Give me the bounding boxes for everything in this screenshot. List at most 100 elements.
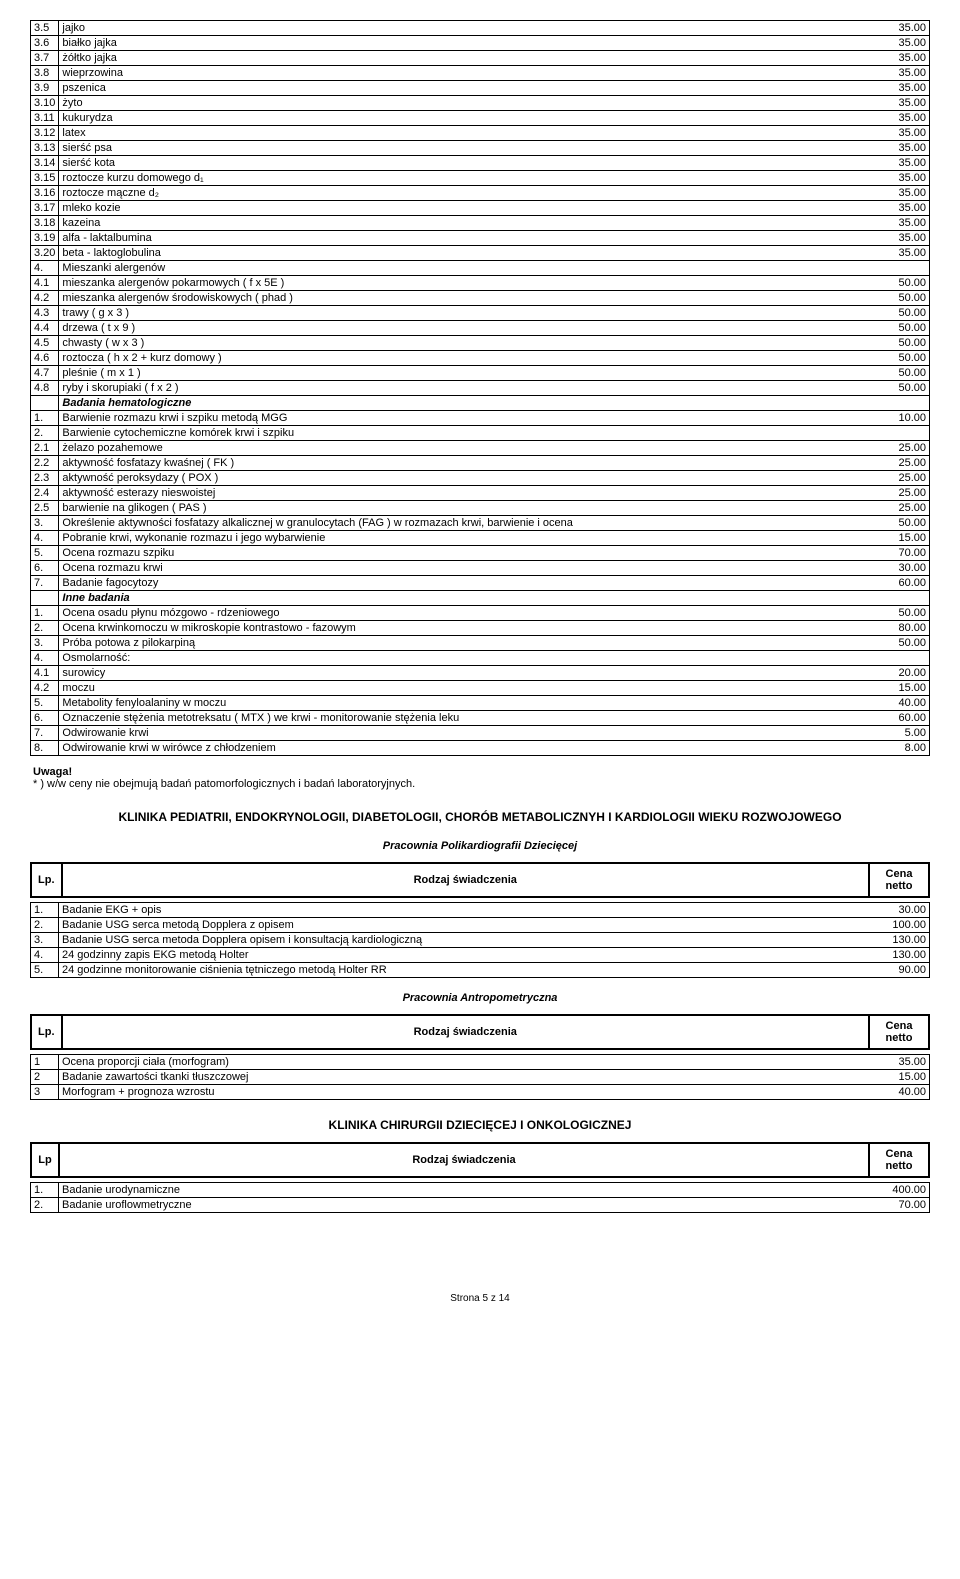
row-price: 20.00 (870, 666, 930, 681)
table-row: Badania hematologiczne (31, 396, 930, 411)
row-price: 30.00 (870, 903, 930, 918)
row-price: 15.00 (870, 681, 930, 696)
row-desc: aktywność esterazy nieswoistej (59, 486, 870, 501)
table-row: 3.7żółtko jajka35.00 (31, 51, 930, 66)
row-price (870, 651, 930, 666)
row-price: 130.00 (870, 948, 930, 963)
row-desc: kukurydza (59, 111, 870, 126)
row-number: 3 (31, 1085, 59, 1100)
row-price: 60.00 (870, 576, 930, 591)
table-row: 3.5jajko35.00 (31, 21, 930, 36)
row-desc: Ocena proporcji ciała (morfogram) (59, 1055, 870, 1070)
row-desc: 24 godzinne monitorowanie ciśnienia tętn… (59, 963, 870, 978)
row-price: 10.00 (870, 411, 930, 426)
table-row: 3.Określenie aktywności fosfatazy alkali… (31, 516, 930, 531)
table-row: 4.2moczu15.00 (31, 681, 930, 696)
table-row: 8.Odwirowanie krwi w wirówce z chłodzeni… (31, 741, 930, 756)
table-row: Inne badania (31, 591, 930, 606)
table-row: 3.10żyto35.00 (31, 96, 930, 111)
row-desc: Morfogram + prognoza wzrostu (59, 1085, 870, 1100)
row-number: 4.2 (31, 681, 59, 696)
table-row: 3.16roztocze mączne d₂35.00 (31, 186, 930, 201)
row-price: 35.00 (870, 126, 930, 141)
table-row: 7.Odwirowanie krwi5.00 (31, 726, 930, 741)
row-number: 4.1 (31, 666, 59, 681)
row-price: 25.00 (870, 471, 930, 486)
row-number: 3.18 (31, 216, 59, 231)
row-number: 3. (31, 933, 59, 948)
col-desc: Rodzaj świadczenia (62, 1015, 870, 1049)
row-price: 80.00 (870, 621, 930, 636)
row-number: 1. (31, 606, 59, 621)
row-desc: alfa - laktalbumina (59, 231, 870, 246)
row-number: 4.4 (31, 321, 59, 336)
header-table-3: Lp Rodzaj świadczenia Cena netto (30, 1142, 930, 1178)
row-desc: żyto (59, 96, 870, 111)
row-number: 3.5 (31, 21, 59, 36)
header-table-2: Lp. Rodzaj świadczenia Cena netto (30, 1014, 930, 1050)
row-price: 40.00 (870, 696, 930, 711)
row-price (870, 261, 930, 276)
row-number: 4.8 (31, 381, 59, 396)
table-row: 3.6białko jajka35.00 (31, 36, 930, 51)
row-desc: Badanie USG serca metodą Dopplera z opis… (59, 918, 870, 933)
row-desc: latex (59, 126, 870, 141)
row-price: 35.00 (870, 21, 930, 36)
table-row: 3.Próba potowa z pilokarpiną50.00 (31, 636, 930, 651)
price-table-1: 3.5jajko35.003.6białko jajka35.003.7żółt… (30, 20, 930, 756)
row-price: 100.00 (870, 918, 930, 933)
row-number: 3.17 (31, 201, 59, 216)
table-row: 4.2mieszanka alergenów środowiskowych ( … (31, 291, 930, 306)
table-row: 4.5chwasty ( w x 3 )50.00 (31, 336, 930, 351)
table-row: 2.Ocena krwinkomoczu w mikroskopie kontr… (31, 621, 930, 636)
row-desc: Badanie urodynamiczne (59, 1183, 870, 1198)
row-number: 1 (31, 1055, 59, 1070)
row-number: 2. (31, 426, 59, 441)
row-desc: Barwienie cytochemiczne komórek krwi i s… (59, 426, 870, 441)
row-desc: sierść kota (59, 156, 870, 171)
row-price: 25.00 (870, 441, 930, 456)
row-desc: chwasty ( w x 3 ) (59, 336, 870, 351)
table-row: 7.Badanie fagocytozy60.00 (31, 576, 930, 591)
row-desc: trawy ( g x 3 ) (59, 306, 870, 321)
row-number: 3.14 (31, 156, 59, 171)
row-desc: Ocena krwinkomoczu w mikroskopie kontras… (59, 621, 870, 636)
col-lp: Lp. (31, 1015, 62, 1049)
table-row: 2.Barwienie cytochemiczne komórek krwi i… (31, 426, 930, 441)
row-price: 50.00 (870, 636, 930, 651)
table-row: 4.1surowicy20.00 (31, 666, 930, 681)
table-row: 4.24 godzinny zapis EKG metodą Holter130… (31, 948, 930, 963)
row-number: 4.3 (31, 306, 59, 321)
row-price (870, 591, 930, 606)
row-price: 35.00 (870, 141, 930, 156)
row-number: 6. (31, 711, 59, 726)
row-desc: Odwirowanie krwi (59, 726, 870, 741)
row-price: 50.00 (870, 336, 930, 351)
row-price: 50.00 (870, 291, 930, 306)
table-row: 3.15roztocze kurzu domowego d₁35.00 (31, 171, 930, 186)
row-number: 3.12 (31, 126, 59, 141)
row-desc: beta - laktoglobulina (59, 246, 870, 261)
row-price: 35.00 (870, 156, 930, 171)
col-desc: Rodzaj świadczenia (62, 863, 870, 897)
row-desc: Ocena osadu płynu mózgowo - rdzeniowego (59, 606, 870, 621)
price-table-3: 1Ocena proporcji ciała (morfogram)35.002… (30, 1054, 930, 1100)
section-2-sub1: Pracownia Polikardiografii Dziecięcej (30, 834, 930, 862)
row-number: 4.6 (31, 351, 59, 366)
row-price: 35.00 (870, 171, 930, 186)
row-price: 35.00 (870, 96, 930, 111)
row-price: 15.00 (870, 1070, 930, 1085)
row-number: 3.7 (31, 51, 59, 66)
row-number: 1. (31, 1183, 59, 1198)
row-desc: wieprzowina (59, 66, 870, 81)
row-desc: Inne badania (59, 591, 870, 606)
col-cena: Cena netto (869, 1143, 929, 1177)
row-desc: Badanie uroflowmetryczne (59, 1198, 870, 1213)
table-row: 4.Osmolarność: (31, 651, 930, 666)
header-table-1: Lp. Rodzaj świadczenia Cena netto (30, 862, 930, 898)
row-price: 25.00 (870, 501, 930, 516)
table-row: 2.Badanie uroflowmetryczne70.00 (31, 1198, 930, 1213)
row-desc: aktywność fosfatazy kwaśnej ( FK ) (59, 456, 870, 471)
table-row: 4.6roztocza ( h x 2 + kurz domowy )50.00 (31, 351, 930, 366)
row-price: 35.00 (870, 1055, 930, 1070)
